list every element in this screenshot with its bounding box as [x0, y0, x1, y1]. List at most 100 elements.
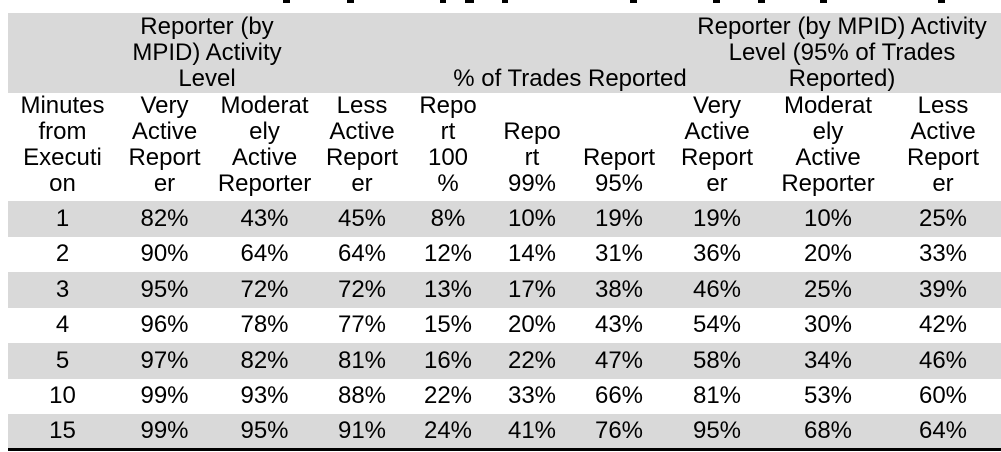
column-header-moderately-active-reporter-95: Moderat ely Active Reporter — [781, 92, 875, 197]
value-cell: 97% — [140, 346, 189, 374]
column-header-moderately-active-reporter: Moderat ely Active Reporter — [217, 92, 312, 197]
value-cell: 12% — [423, 240, 473, 268]
value-cell: 64% — [337, 240, 387, 268]
value-cell: 13% — [423, 275, 473, 303]
group-header-pct-of-trades: % of Trades Reported — [453, 65, 687, 92]
value-cell: 46% — [692, 275, 742, 303]
value-cell: 34% — [803, 346, 853, 374]
value-cell: 95% — [140, 275, 189, 303]
table-row: 15 99% 95% 91% 24% 41% 76% 95% 68% 64% — [8, 414, 1001, 450]
minutes-cell: 3 — [55, 275, 70, 303]
value-cell: 24% — [423, 417, 473, 444]
group-header-activity-level: Reporter (by MPID) Activity Level — [132, 13, 282, 92]
minutes-cell: 5 — [55, 346, 70, 374]
value-cell: 93% — [240, 382, 289, 410]
column-header-very-active-reporter: Very Active Report er — [128, 92, 201, 197]
value-cell: 25% — [918, 204, 968, 232]
value-cell: 36% — [692, 240, 742, 268]
value-cell: 43% — [594, 311, 644, 339]
table-row: 10 99% 93% 88% 22% 33% 66% 81% 53% 60% — [8, 379, 1001, 415]
table-row: 5 97% 82% 81% 16% 22% 47% 58% 34% 46% — [8, 343, 1001, 379]
value-cell: 14% — [507, 240, 557, 268]
descender-mark — [347, 0, 354, 3]
value-cell: 33% — [918, 240, 968, 268]
value-cell: 19% — [692, 204, 742, 232]
value-cell: 99% — [140, 382, 189, 410]
value-cell: 8% — [430, 204, 466, 232]
value-cell: 33% — [507, 382, 557, 410]
value-cell: 78% — [240, 311, 289, 339]
table-body: 1 82% 43% 45% 8% 10% 19% 19% 10% 25% 2 90% 64% 64% 12%… — [8, 201, 1001, 450]
table-row: 4 96% 78% 77% 15% 20% 43% 54% 30% 42% — [8, 308, 1001, 344]
table-row: 1 82% 43% 45% 8% 10% 19% 19% 10% 25% — [8, 201, 1001, 237]
value-cell: 82% — [140, 204, 189, 232]
column-header-report-99: Repo rt 99% — [503, 118, 561, 197]
value-cell: 22% — [423, 382, 473, 410]
trade-reporting-table: Reporter (by MPID) Activity Level % of T… — [8, 13, 1001, 451]
value-cell: 82% — [240, 346, 289, 374]
column-header-row: Minutes from Executi on Very Active Repo… — [8, 93, 1001, 201]
descender-mark — [820, 0, 827, 3]
value-cell: 66% — [594, 382, 644, 410]
column-header-less-active-reporter-95: Less Active Report er — [906, 92, 980, 197]
value-cell: 19% — [594, 204, 644, 232]
value-cell: 30% — [803, 311, 853, 339]
value-cell: 95% — [692, 417, 742, 444]
table-row: 2 90% 64% 64% 12% 14% 31% 36% 20% 33% — [8, 237, 1001, 273]
value-cell: 42% — [918, 311, 968, 339]
column-header-less-active-reporter: Less Active Report er — [325, 92, 399, 197]
value-cell: 58% — [692, 346, 742, 374]
column-header-report-95: Report 95% — [582, 144, 656, 197]
value-cell: 60% — [918, 382, 968, 410]
value-cell: 17% — [507, 275, 557, 303]
descender-mark — [502, 0, 508, 3]
value-cell: 43% — [240, 204, 289, 232]
value-cell: 77% — [337, 311, 387, 339]
descender-mark — [938, 0, 945, 3]
column-header-minutes-from-execution: Minutes from Executi on — [20, 92, 105, 197]
descender-mark — [630, 0, 637, 3]
value-cell: 76% — [594, 417, 644, 444]
value-cell: 20% — [803, 240, 853, 268]
value-cell: 90% — [140, 240, 189, 268]
value-cell: 39% — [918, 275, 968, 303]
value-cell: 88% — [337, 382, 387, 410]
value-cell: 99% — [140, 417, 189, 444]
value-cell: 15% — [423, 311, 473, 339]
value-cell: 38% — [594, 275, 644, 303]
cropped-text-descenders — [0, 0, 1001, 4]
value-cell: 10% — [803, 204, 853, 232]
value-cell: 95% — [240, 417, 289, 444]
minutes-cell: 15 — [49, 417, 76, 444]
minutes-cell: 10 — [49, 382, 76, 410]
value-cell: 81% — [692, 382, 742, 410]
value-cell: 68% — [803, 417, 853, 444]
descender-mark — [440, 0, 446, 3]
value-cell: 53% — [803, 382, 853, 410]
value-cell: 20% — [507, 311, 557, 339]
value-cell: 46% — [918, 346, 968, 374]
descender-mark — [465, 0, 474, 3]
value-cell: 10% — [507, 204, 557, 232]
value-cell: 22% — [507, 346, 557, 374]
value-cell: 47% — [594, 346, 644, 374]
value-cell: 31% — [594, 240, 644, 268]
value-cell: 16% — [423, 346, 473, 374]
minutes-cell: 2 — [55, 240, 70, 268]
value-cell: 41% — [507, 417, 557, 444]
value-cell: 72% — [337, 275, 387, 303]
value-cell: 45% — [337, 204, 387, 232]
minutes-cell: 4 — [55, 311, 70, 339]
value-cell: 72% — [240, 275, 289, 303]
value-cell: 91% — [337, 417, 387, 444]
group-header-activity-level-95: Reporter (by MPID) Activity Level (95% o… — [697, 13, 987, 92]
table-group-header-row: Reporter (by MPID) Activity Level % of T… — [8, 13, 1001, 93]
value-cell: 64% — [918, 417, 968, 444]
value-cell: 64% — [240, 240, 289, 268]
value-cell: 25% — [803, 275, 853, 303]
minutes-cell: 1 — [55, 204, 70, 232]
descender-mark — [758, 0, 765, 3]
value-cell: 96% — [140, 311, 189, 339]
descender-mark — [713, 0, 720, 3]
descender-mark — [283, 0, 290, 3]
